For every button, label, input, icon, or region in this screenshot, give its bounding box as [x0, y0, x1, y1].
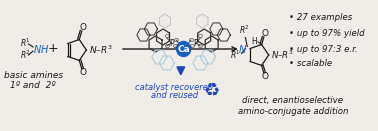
- Text: O: O: [262, 72, 268, 81]
- Text: O: O: [173, 45, 178, 50]
- Text: O: O: [164, 45, 169, 50]
- Text: Ca: Ca: [177, 45, 190, 53]
- Circle shape: [177, 42, 191, 56]
- Text: • 27 examples: • 27 examples: [289, 12, 353, 21]
- Text: direct, enantioselective: direct, enantioselective: [243, 97, 344, 105]
- Text: $R^2$: $R^2$: [239, 23, 250, 36]
- Text: O: O: [198, 45, 203, 50]
- Text: and reused: and reused: [151, 91, 198, 100]
- Text: $R^1$: $R^1$: [230, 48, 241, 61]
- Text: O: O: [189, 45, 195, 50]
- Text: • up to 97% yield: • up to 97% yield: [289, 29, 365, 37]
- Text: $R^2$: $R^2$: [20, 49, 31, 61]
- Text: O: O: [164, 34, 169, 40]
- Text: O: O: [79, 23, 87, 32]
- Text: H: H: [251, 37, 257, 46]
- Text: $R^1$: $R^1$: [20, 37, 31, 49]
- Text: ♻: ♻: [204, 83, 220, 101]
- Text: P: P: [194, 39, 198, 48]
- Text: O: O: [174, 37, 179, 42]
- Text: basic amines: basic amines: [3, 72, 63, 81]
- Text: amino-conjugate addition: amino-conjugate addition: [238, 107, 348, 116]
- Text: O: O: [189, 37, 194, 42]
- Text: $N$–$R^3$: $N$–$R^3$: [271, 49, 293, 61]
- Text: 1º and  2º: 1º and 2º: [10, 81, 56, 89]
- Text: O: O: [262, 29, 268, 38]
- Text: O: O: [79, 68, 87, 77]
- Text: catalyst recovered: catalyst recovered: [135, 83, 214, 92]
- Text: P: P: [169, 39, 174, 48]
- Text: $N$: $N$: [238, 43, 247, 54]
- Text: $N$H: $N$H: [33, 43, 50, 55]
- Text: O: O: [198, 34, 203, 40]
- Text: • scalable: • scalable: [289, 59, 332, 69]
- Text: • up to 97:3 e.r.: • up to 97:3 e.r.: [289, 45, 358, 53]
- Text: $N$–$R^3$: $N$–$R^3$: [89, 44, 113, 56]
- Text: +: +: [47, 42, 58, 56]
